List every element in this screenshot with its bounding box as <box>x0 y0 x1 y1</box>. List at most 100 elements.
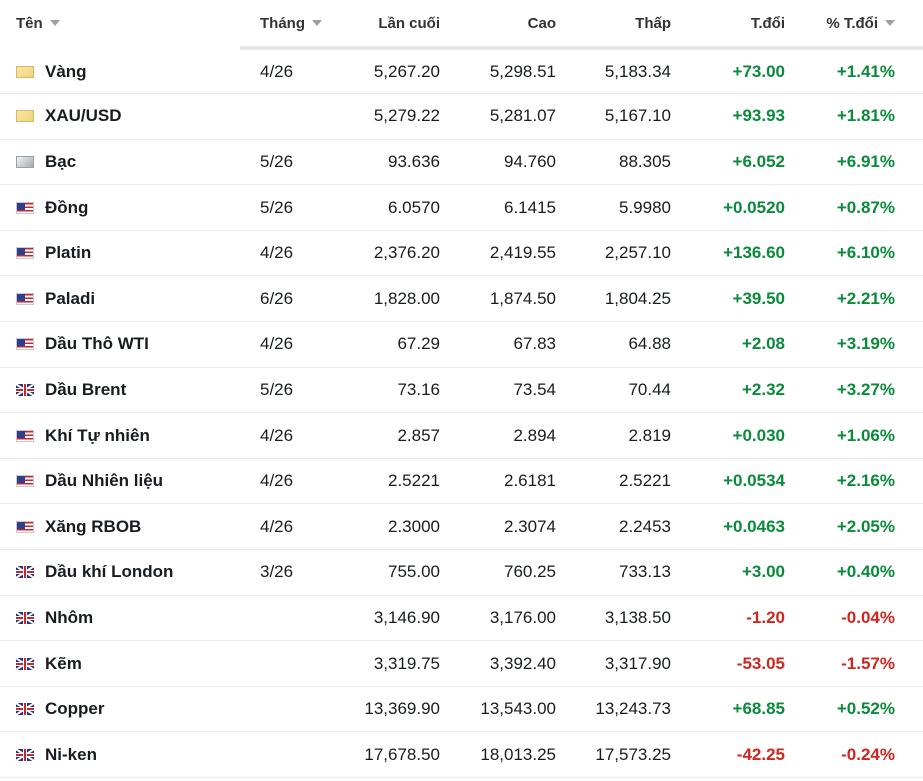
change-pct-cell: +3.19% <box>789 321 923 368</box>
high-price-cell: 5,298.51 <box>448 48 564 95</box>
table-row[interactable]: XAU/USD 5,279.22 5,281.07 5,167.10 +93.93 +1.… <box>0 93 923 140</box>
high-price-cell: 2.3074 <box>448 503 564 551</box>
column-header-change-pct[interactable]: % T.đổi <box>789 0 923 50</box>
table-row[interactable]: Dầu Nhiên liệu 4/26 2.5221 2.6181 2.5221 +0.0… <box>0 458 923 505</box>
instrument-name-cell[interactable]: Xăng RBOB <box>0 503 240 551</box>
uk-flag-icon <box>16 748 34 761</box>
instrument-link[interactable]: Ni-ken <box>45 744 97 764</box>
instrument-link[interactable]: Dầu Thô WTI <box>45 334 149 354</box>
uk-flag-icon <box>16 703 34 716</box>
table-row[interactable]: Kẽm 3,319.75 3,392.40 3,317.90 -53.05 -1.57% <box>0 640 923 687</box>
instrument-link[interactable]: XAU/USD <box>45 106 122 126</box>
low-price-cell: 2.819 <box>564 412 679 459</box>
table-row[interactable]: Platin 4/26 2,376.20 2,419.55 2,257.10 +136.6… <box>0 230 923 277</box>
instrument-link[interactable]: Dầu Brent <box>45 379 127 399</box>
change-pct-cell: -0.24% <box>789 731 923 778</box>
instrument-link[interactable]: Kẽm <box>45 653 82 673</box>
instrument-name-cell[interactable]: Bạc <box>0 139 240 186</box>
change-cell: +2.08 <box>679 321 789 368</box>
last-price-cell: 755.00 <box>331 549 448 596</box>
table-row[interactable]: Dầu khí London 3/26 755.00 760.25 733.13 +3.0… <box>0 549 923 596</box>
low-price-cell: 5,167.10 <box>564 93 679 140</box>
instrument-name-cell[interactable]: Nhôm <box>0 595 240 642</box>
uk-flag-icon <box>16 566 34 579</box>
table-row[interactable]: Vàng 4/26 5,267.20 5,298.51 5,183.34 +73.00 +1… <box>0 48 923 95</box>
last-price-cell: 1,828.00 <box>331 275 448 323</box>
change-cell: +73.00 <box>679 48 789 95</box>
silver-icon <box>16 155 34 168</box>
change-cell: +6.052 <box>679 139 789 186</box>
change-pct-cell: +0.87% <box>789 184 923 231</box>
table-row[interactable]: Dầu Thô WTI 4/26 67.29 67.83 64.88 +2.08 +3.19… <box>0 321 923 368</box>
table-row[interactable]: Bạc 5/26 93.636 94.760 88.305 +6.052 +6.91% <box>0 139 923 186</box>
instrument-name-cell[interactable]: Đồng <box>0 184 240 231</box>
instrument-name-cell[interactable]: Kẽm <box>0 640 240 687</box>
low-price-cell: 17,573.25 <box>564 731 679 778</box>
instrument-link[interactable]: Platin <box>45 243 92 263</box>
table-row[interactable]: Khí Tự nhiên 4/26 2.857 2.894 2.819 +0.030 +1.… <box>0 412 923 459</box>
low-price-cell: 13,243.73 <box>564 686 679 733</box>
change-cell: +93.93 <box>679 93 789 140</box>
instrument-name-cell[interactable]: Dầu Thô WTI <box>0 321 240 368</box>
low-price-cell: 3,138.50 <box>564 595 679 642</box>
column-header-month[interactable]: Tháng <box>240 0 331 50</box>
change-pct-cell: +2.16% <box>789 458 923 505</box>
low-price-cell: 2.2453 <box>564 503 679 551</box>
instrument-link[interactable]: Xăng RBOB <box>45 516 142 536</box>
change-pct-cell: +1.81% <box>789 93 923 140</box>
instrument-link[interactable]: Vàng <box>45 61 87 81</box>
change-pct-cell: +3.27% <box>789 367 923 414</box>
last-price-cell: 93.636 <box>331 139 448 186</box>
change-cell: +68.85 <box>679 686 789 733</box>
instrument-link[interactable]: Copper <box>45 699 105 719</box>
table-row[interactable]: Đồng 5/26 6.0570 6.1415 5.9980 +0.0520 +0.87% <box>0 184 923 231</box>
low-price-cell: 1,804.25 <box>564 275 679 323</box>
us-flag-icon <box>16 429 34 442</box>
table-row[interactable]: Copper 13,369.90 13,543.00 13,243.73 +68.85 +… <box>0 686 923 733</box>
column-header-change[interactable]: T.đổi <box>679 0 789 50</box>
instrument-link[interactable]: Dầu khí London <box>45 562 174 582</box>
column-header-name[interactable]: Tên <box>0 0 240 50</box>
instrument-name-cell[interactable]: Dầu Nhiên liệu <box>0 458 240 505</box>
instrument-name-cell[interactable]: Dầu khí London <box>0 549 240 596</box>
change-cell: +0.0520 <box>679 184 789 231</box>
low-price-cell: 5,183.34 <box>564 48 679 95</box>
us-flag-icon <box>16 292 34 305</box>
table-row[interactable]: Dầu Brent 5/26 73.16 73.54 70.44 +2.32 +3.27% <box>0 367 923 414</box>
instrument-name-cell[interactable]: Vàng <box>0 48 240 95</box>
change-pct-cell: +0.52% <box>789 686 923 733</box>
table-row[interactable]: Paladi 6/26 1,828.00 1,874.50 1,804.25 +39.50… <box>0 275 923 323</box>
last-price-cell: 2.3000 <box>331 503 448 551</box>
change-cell: -1.20 <box>679 595 789 642</box>
column-header-last[interactable]: Lần cuối <box>331 0 448 50</box>
instrument-name-cell[interactable]: Dầu Brent <box>0 367 240 414</box>
uk-flag-icon <box>16 383 34 396</box>
change-cell: -42.25 <box>679 731 789 778</box>
last-price-cell: 6.0570 <box>331 184 448 231</box>
month-cell: 4/26 <box>240 230 331 277</box>
high-price-cell: 6.1415 <box>448 184 564 231</box>
instrument-name-cell[interactable]: Copper <box>0 686 240 733</box>
column-header-high[interactable]: Cao <box>448 0 564 50</box>
table-row[interactable]: Ni-ken 17,678.50 18,013.25 17,573.25 -42.25-… <box>0 731 923 778</box>
table-row[interactable]: Xăng RBOB 4/26 2.3000 2.3074 2.2453 +0.0463 +2… <box>0 503 923 551</box>
instrument-name-cell[interactable]: Platin <box>0 230 240 277</box>
instrument-name-cell[interactable]: Khí Tự nhiên <box>0 412 240 459</box>
instrument-link[interactable]: Đồng <box>45 197 89 217</box>
month-cell <box>240 686 331 733</box>
instrument-link[interactable]: Dầu Nhiên liệu <box>45 471 164 491</box>
instrument-link[interactable]: Nhôm <box>45 607 94 627</box>
instrument-name-cell[interactable]: Ni-ken <box>0 731 240 778</box>
change-cell: +2.32 <box>679 367 789 414</box>
instrument-name-cell[interactable]: Paladi <box>0 275 240 323</box>
table-row[interactable]: Nhôm 3,146.90 3,176.00 3,138.50 -1.20 -0.04% <box>0 595 923 642</box>
instrument-name-cell[interactable]: XAU/USD <box>0 93 240 140</box>
instrument-link[interactable]: Khí Tự nhiên <box>45 425 150 445</box>
change-pct-cell: -1.57% <box>789 640 923 687</box>
low-price-cell: 733.13 <box>564 549 679 596</box>
low-price-cell: 5.9980 <box>564 184 679 231</box>
column-header-low[interactable]: Thấp <box>564 0 679 50</box>
instrument-link[interactable]: Paladi <box>45 288 96 308</box>
instrument-link[interactable]: Bạc <box>45 151 77 171</box>
change-pct-cell: -0.04% <box>789 595 923 642</box>
